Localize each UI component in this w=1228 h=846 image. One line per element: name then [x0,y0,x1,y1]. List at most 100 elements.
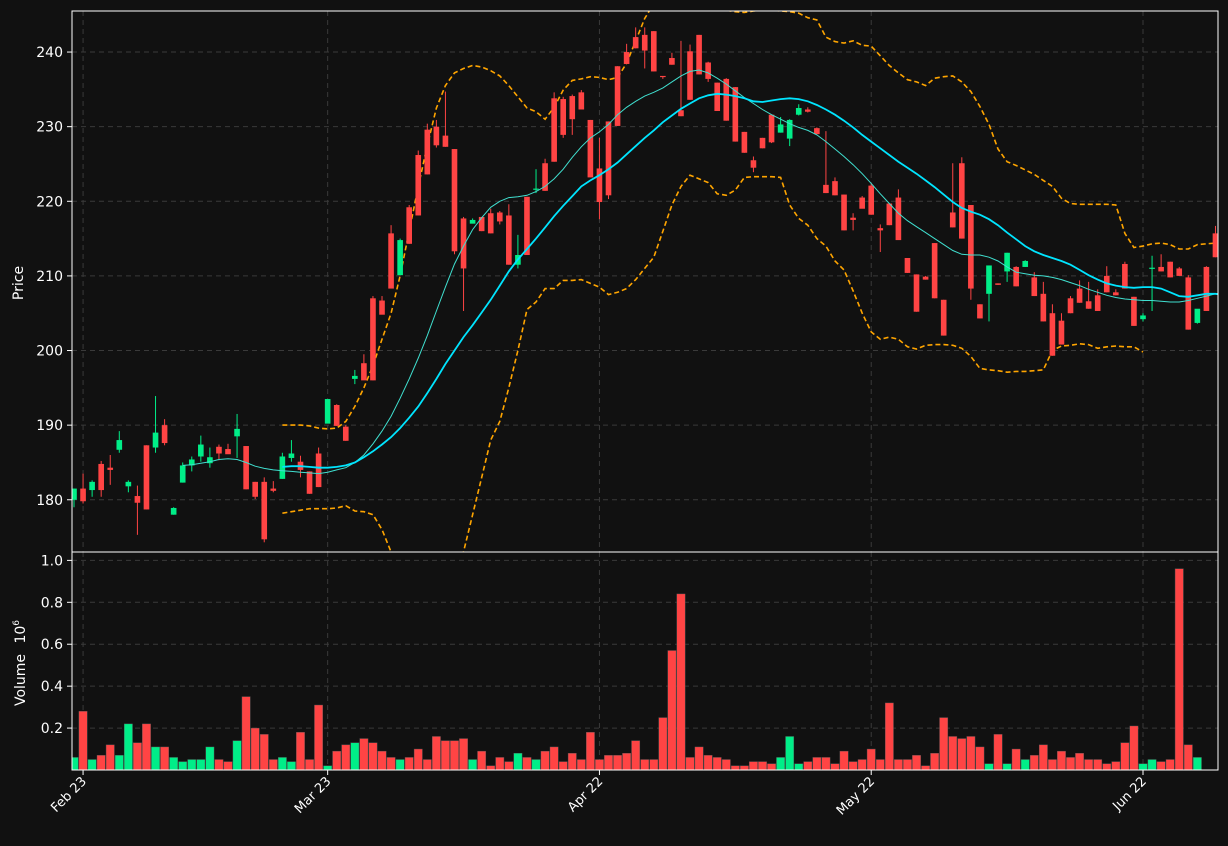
candle-body [696,34,702,75]
candle-body [614,66,621,126]
candle-body [1013,266,1019,287]
volume-bar [1156,761,1166,770]
volume-bar [875,759,885,770]
volume-bar [105,744,115,770]
volume-bar [441,740,450,770]
candle-body [252,481,258,497]
candle-body [687,51,693,100]
price-tick-label: 190 [36,418,63,434]
volume-bar [676,593,686,770]
volume-axis-label: Volume 106 [12,620,29,706]
volume-bar [993,734,1003,770]
volume-bar [1011,748,1021,770]
volume-plot-area [72,552,1218,770]
volume-bar [214,759,224,770]
candle-body [632,37,639,49]
volume-bar [558,761,568,770]
volume-bar [205,746,215,770]
candle-body [478,216,485,232]
candle-body [406,207,413,244]
volume-axis-exponent: 6 [12,620,22,626]
volume-bar [1038,744,1048,770]
volume-bar [576,759,586,770]
candle-body [288,453,295,458]
candle-body [397,240,403,276]
candle-body [1067,298,1074,314]
candle-body [379,300,385,315]
volume-bar [250,727,260,770]
volume-axis-label-text: Volume [13,654,29,706]
volume-bar [948,736,958,770]
candle-body [1040,293,1047,322]
candle-body [605,121,612,196]
volume-bar [649,759,659,770]
volume-bar [830,763,840,770]
candle-body [524,196,530,256]
candle-body [225,449,231,455]
volume-bar [1093,759,1103,770]
candle-body [98,463,104,491]
x-tick-label: Feb 23 [48,774,90,816]
candle-body [1122,263,1128,289]
volume-bar [667,650,677,770]
volume-bar [268,759,278,770]
volume-bar [241,696,251,770]
volume-bar [712,757,722,770]
volume-bar [432,736,441,770]
candle-body [1058,320,1065,345]
price-tick-label: 230 [36,120,63,136]
volume-bar [341,744,351,770]
volume-bar [522,757,532,770]
candle-body [1185,277,1192,330]
volume-bar [613,755,622,770]
candle-body [306,471,313,494]
x-tick-label: May 22 [834,774,878,818]
volume-bar [395,759,405,770]
volume-bar [1102,763,1112,770]
price-panel: 180 190 200 210 220 230 240 [36,10,1219,553]
volume-bar [87,759,97,770]
candle-body [959,163,965,239]
candle-body [1004,252,1010,272]
candle-body [968,205,974,289]
candle-body [977,304,983,319]
candle-body [1149,267,1155,269]
candle-body [125,481,132,487]
upper-band-line [282,11,1218,430]
candle-body [469,219,476,224]
volume-bar [767,763,776,770]
volume-bar [866,748,876,770]
volume-bar [540,750,550,770]
volume-bar [468,759,477,770]
candle-body [1022,260,1029,267]
volume-bar [123,723,133,770]
volume-bar [459,738,468,770]
volume-bar [477,750,487,770]
candle-body [759,137,766,149]
volume-bar [350,742,360,770]
volume-bar [178,761,188,770]
candle-body [415,155,422,216]
candle-body [741,131,748,153]
volume-bar [1183,744,1193,770]
candle-body [152,432,159,448]
candle-body [72,488,77,500]
volume-tick-label: 1.0 [41,553,63,569]
volume-tick-label: 0.6 [41,637,63,653]
candle-body [922,276,929,280]
candle-body [333,404,340,426]
volume-bar [368,742,378,770]
volume-bar [259,734,269,770]
candle-body [949,212,956,228]
volume-bar [1066,757,1075,770]
candle-body [777,124,784,133]
candle-body [560,99,567,135]
candle-body [451,149,458,252]
candle-body [134,496,141,503]
candle-body [623,52,630,64]
candle-body [89,481,95,491]
candle-body [324,399,331,424]
candle-body [1094,295,1101,311]
